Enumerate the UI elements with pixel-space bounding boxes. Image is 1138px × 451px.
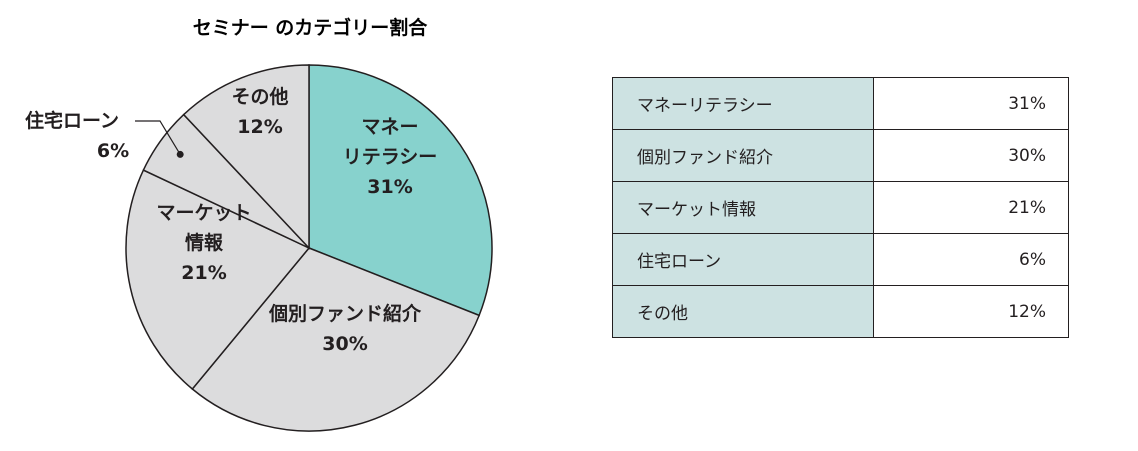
slice-label: マネー <box>361 116 418 138</box>
category-table-wrap: マネーリテラシー 31% 個別ファンド紹介 30% マーケット情報 21% 住宅ローン 6% そ… <box>612 77 1069 338</box>
slice-label: リテラシー <box>343 146 438 168</box>
value-cell: 21% <box>873 181 1069 234</box>
table-row: その他 12% <box>612 285 1069 338</box>
category-table: マネーリテラシー 31% 個別ファンド紹介 30% マーケット情報 21% 住宅ローン 6% そ… <box>612 77 1069 338</box>
slice-label: その他 <box>231 85 288 108</box>
category-cell: マネーリテラシー <box>612 77 874 130</box>
category-cell: その他 <box>612 285 874 338</box>
slice-label: 12% <box>237 116 282 138</box>
pie-slice <box>191 247 481 432</box>
slice-label: マーケット <box>156 202 251 224</box>
chart-title: セミナー のカテゴリー割合 <box>193 16 429 39</box>
pie-chart: セミナー のカテゴリー割合 マネーリテラシー 31% 個別ファンド紹介 30% マーケッ… <box>25 16 493 432</box>
pie-slices <box>125 64 493 432</box>
slice-label: 6% <box>97 140 129 162</box>
category-cell: 住宅ローン <box>612 233 874 286</box>
value-cell: 30% <box>873 129 1069 182</box>
slice-label: 31% <box>367 176 412 198</box>
pie-labels: マネーリテラシー 31% 個別ファンド紹介 30% マーケット情報 21% 住宅ローン 6% そ… <box>25 85 437 355</box>
value-cell: 6% <box>873 233 1069 286</box>
category-cell: 個別ファンド紹介 <box>612 129 874 182</box>
slice-label: 情報 <box>185 231 224 254</box>
slice-label: 住宅ローン <box>25 109 119 132</box>
table-row: 住宅ローン 6% <box>612 233 1069 286</box>
slice-label: 21% <box>181 262 226 284</box>
table-row: 個別ファンド紹介 30% <box>612 129 1069 182</box>
slice-label: 30% <box>322 333 367 355</box>
value-cell: 12% <box>873 285 1069 338</box>
pie-slice <box>125 169 311 391</box>
pie-slice <box>308 64 493 317</box>
table-row: マネーリテラシー 31% <box>612 77 1069 130</box>
pie-slice <box>182 64 310 250</box>
category-cell: マーケット情報 <box>612 181 874 234</box>
slice-label: 個別ファンド紹介 <box>268 302 422 325</box>
table-row: マーケット情報 21% <box>612 181 1069 234</box>
callout-line <box>135 120 181 155</box>
value-cell: 31% <box>873 77 1069 130</box>
